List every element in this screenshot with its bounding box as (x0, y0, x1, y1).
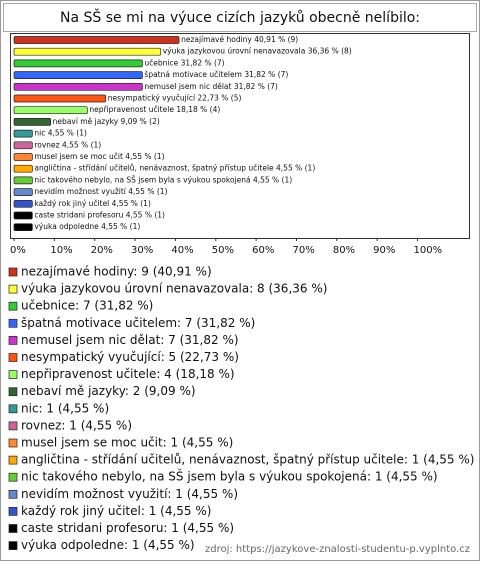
legend-swatch (8, 524, 18, 533)
legend-label: nepřipravenost učitele: 4 (18,18 %) (21, 367, 235, 381)
legend-label: výuka odpoledne: 1 (4,55 %) (21, 538, 195, 552)
bar (13, 94, 107, 103)
legend-label: nezajímavé hodiny: 9 (40,91 %) (21, 265, 212, 279)
legend-swatch (8, 336, 18, 345)
bar (13, 36, 180, 44)
source: zdroj: https://jazykove-znalosti-student… (205, 544, 470, 555)
bar (13, 141, 33, 150)
legend-swatch (8, 387, 18, 397)
legend-label: nevidím možnost využití: 1 (4,55 %) (21, 487, 238, 501)
bar (13, 199, 33, 208)
bar-label: angličtina - střídání učitelů, nenávazno… (34, 164, 315, 173)
bar-label: učebnice 31,82 % (7) (144, 58, 224, 67)
legend-swatch (8, 404, 18, 414)
bar-label: musel jsem se moc učit 4,55 % (1) (34, 152, 164, 161)
x-tick-label: 30% (131, 245, 153, 256)
bar (13, 164, 33, 173)
legend-label: rovnez: 1 (4,55 %) (21, 418, 132, 432)
bar-label: nesympatický vyučující 22,73 % (5) (108, 94, 242, 103)
bar (13, 59, 143, 68)
bar (13, 129, 33, 138)
bar-label: každý rok jiný učitel 4,55 % (1) (34, 199, 151, 208)
legend-swatch (8, 438, 18, 448)
legend-label: caste stridani profesoru: 1 (4,55 %) (21, 521, 234, 535)
bar-label: nemusel jsem nic dělat 31,82 % (7) (144, 82, 277, 91)
bar (13, 188, 33, 196)
legend-swatch (8, 455, 18, 465)
x-tick-label: 100% (414, 245, 443, 256)
legend-swatch (8, 489, 18, 499)
legend-swatch (8, 353, 18, 362)
x-tick-label: 40% (171, 245, 193, 256)
x-tick-label: 90% (373, 245, 395, 256)
legend-label: každý rok jiný učitel: 1 (4,55 %) (21, 504, 211, 518)
legend-label: nesympatický vyučující: 5 (22,73 %) (21, 350, 239, 364)
legend-label: musel jsem se moc učit: 1 (4,55 %) (21, 436, 233, 450)
legend-label: nic: 1 (4,55 %) (21, 401, 109, 415)
bar-label: nic takového nebylo, na SŠ jsem byla s v… (34, 175, 292, 184)
bar-label: nic 4,55 % (1) (34, 129, 87, 138)
legend-swatch (8, 541, 18, 550)
bar-label: špatná motivace učitelem 31,82 % (7) (144, 70, 288, 79)
bar-label: nepřipravenost učitele 18,18 % (4) (89, 105, 220, 114)
x-tick-label: 70% (292, 245, 314, 256)
x-tick-label: 50% (212, 245, 234, 256)
legend-label: nemusel jsem nic dělat: 7 (31,82 %) (21, 333, 239, 347)
bar (13, 223, 33, 232)
bar-label: výuka jazykovou úrovní nenavazovala 36,3… (163, 47, 352, 56)
legend-swatch (8, 284, 18, 294)
legend-label: nebaví mě jazyky: 2 (9,09 %) (21, 384, 196, 398)
plot-area (10, 33, 470, 239)
bar-label: výuka odpoledne 4,55 % (1) (34, 222, 140, 231)
bar (13, 82, 143, 91)
bar-label: nebaví mě jazyky 9,09 % (2) (53, 117, 160, 126)
legend-swatch (8, 507, 18, 516)
chart-title: Na SŠ se mi na výuce cizích jazyků obecn… (60, 8, 420, 26)
x-tick-label: 0% (10, 245, 26, 256)
x-tick-label: 80% (333, 245, 355, 256)
bar-label: nevidím možnost využití 4,55 % (1) (34, 187, 167, 196)
bar-label: nezajímavé hodiny 40,91 % (9) (181, 35, 298, 44)
legend-label: nic takového nebylo, na SŠ jsem byla s v… (21, 469, 438, 484)
x-tick-label: 60% (252, 245, 274, 256)
legend-swatch (8, 370, 18, 379)
bar-label: rovnez 4,55 % (1) (34, 140, 101, 149)
legend-label: výuka jazykovou úrovní nenavazovala: 8 (… (21, 282, 327, 296)
legend-swatch (8, 301, 18, 311)
x-tick-label: 20% (91, 245, 113, 256)
bar (13, 153, 33, 161)
legend-swatch (8, 267, 18, 277)
legend-label: učebnice: 7 (31,82 %) (21, 299, 153, 313)
legend-swatch (8, 472, 18, 482)
legend-label: angličtina - střídání učitelů, nenávazno… (21, 453, 474, 467)
x-tick-label: 10% (50, 245, 72, 256)
bar (13, 211, 33, 220)
bar (13, 71, 143, 79)
bar (13, 118, 52, 126)
title-box (3, 3, 477, 32)
bar-label: caste stridani profesoru 4,55 % (1) (34, 211, 165, 220)
bar (13, 47, 162, 56)
legend-swatch (8, 421, 18, 431)
bar (13, 176, 33, 185)
bar (13, 106, 88, 115)
legend-label: špatná motivace učitelem: 7 (31,82 %) (21, 316, 255, 330)
legend-swatch (8, 318, 18, 328)
